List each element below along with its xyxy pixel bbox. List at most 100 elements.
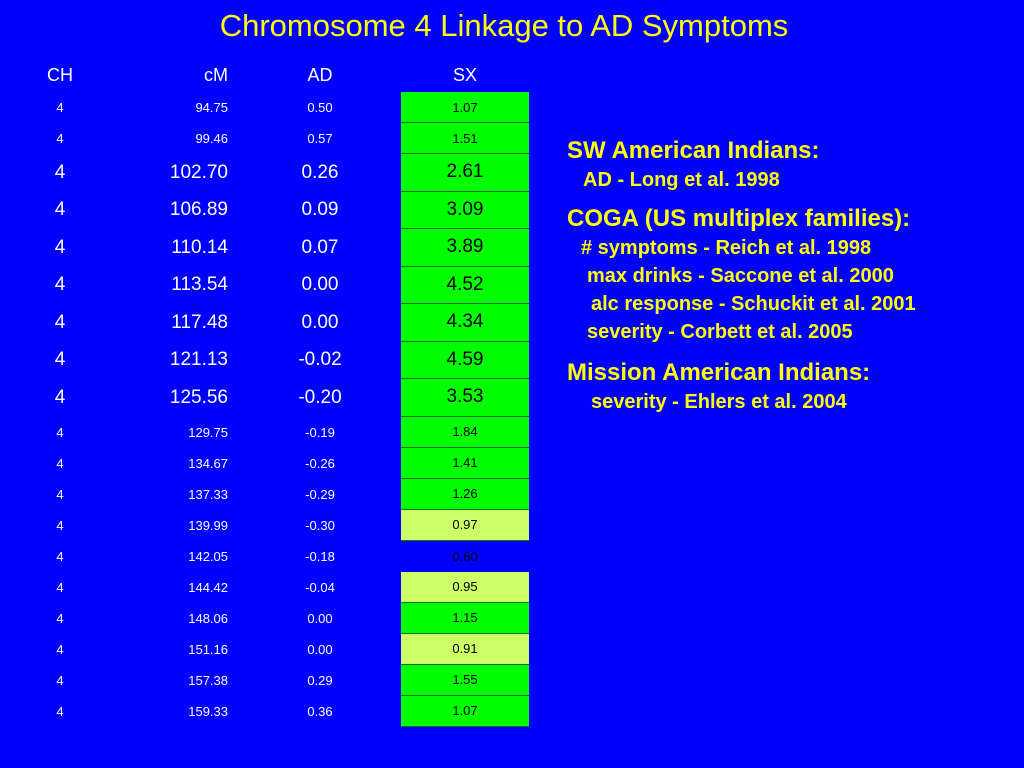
cell-cm: 110.14 (171, 236, 228, 258)
cell-cm: 117.48 (171, 311, 228, 333)
cell-cm: 137.33 (188, 486, 228, 502)
table-row: 4 151.16 0.00 0.91 (0, 633, 540, 665)
cell-cm: 102.70 (169, 161, 228, 183)
cell-ch: 4 (56, 641, 64, 657)
cell-ad: 0.57 (307, 131, 333, 146)
cell-ch: 4 (56, 424, 64, 440)
cell-cm: 125.56 (169, 386, 228, 408)
cell-ch: 4 (56, 131, 64, 146)
cell-cm: 106.89 (169, 199, 228, 221)
table-row: 4 113.54 0.00 4.52 (0, 266, 540, 304)
cell-sx: 4.34 (401, 304, 529, 342)
cell-sx: 0.91 (401, 633, 529, 665)
cell-ad: 0.29 (307, 672, 333, 688)
cell-ad: 0.09 (301, 199, 339, 221)
cell-cm: 134.67 (188, 455, 228, 471)
column-header-ad: AD (307, 65, 333, 85)
table-row: 4 157.38 0.29 1.55 (0, 664, 540, 696)
cell-ch: 4 (56, 548, 64, 564)
sw-study: AD - Long et al. 1998 (583, 169, 780, 191)
table-row: 4 134.67 -0.26 1.41 (0, 447, 540, 479)
cell-ad: -0.30 (305, 517, 335, 533)
table-row: 4 94.75 0.50 1.07 (0, 92, 540, 123)
study-notes: SW American Indians: AD - Long et al. 19… (567, 136, 1017, 416)
cell-sx: 3.53 (401, 379, 529, 417)
column-header-ch: CH (47, 65, 73, 85)
cell-ch: 4 (56, 610, 64, 626)
cell-cm: 129.75 (188, 424, 228, 440)
cell-ad: -0.29 (305, 486, 335, 502)
cell-ch: 4 (56, 672, 64, 688)
cell-sx: 1.26 (401, 478, 529, 510)
cell-ch: 4 (56, 703, 64, 719)
coga-heading: COGA (US multiplex families): (567, 205, 911, 232)
cell-ad: 0.00 (301, 274, 339, 296)
cell-ad: 0.26 (301, 161, 339, 183)
cell-ch: 4 (54, 311, 66, 333)
cell-sx: 3.89 (401, 229, 529, 267)
table-row: 4 148.06 0.00 1.15 (0, 602, 540, 634)
table-row: 4 139.99 -0.30 0.97 (0, 509, 540, 541)
cell-sx: 1.07 (401, 92, 529, 123)
coga-study-4: severity - Corbett et al. 2005 (587, 321, 853, 343)
cell-ad: 0.00 (307, 610, 333, 626)
table-row: 4 106.89 0.09 3.09 (0, 191, 540, 229)
cell-sx: 2.61 (401, 154, 529, 192)
cell-ad: 0.36 (307, 703, 333, 719)
cell-sx: 0.97 (401, 509, 529, 541)
cell-cm: 142.05 (188, 548, 228, 564)
cell-ch: 4 (54, 349, 66, 371)
cell-ch: 4 (56, 579, 64, 595)
table-row: 4 99.46 0.57 1.51 (0, 123, 540, 154)
cell-ch: 4 (54, 236, 66, 258)
cell-ad: -0.02 (298, 349, 342, 371)
cell-ch: 4 (56, 100, 64, 115)
cell-sx: 4.52 (401, 266, 529, 304)
table-row: 4 129.75 -0.19 1.84 (0, 416, 540, 448)
cell-ad: -0.19 (305, 424, 335, 440)
cell-sx: 1.41 (401, 447, 529, 479)
table-row: 4 110.14 0.07 3.89 (0, 229, 540, 267)
cell-cm: 139.99 (188, 517, 228, 533)
column-header-sx: SX (452, 65, 477, 85)
cell-cm: 159.33 (188, 703, 228, 719)
slide-title: Chromosome 4 Linkage to AD Symptoms (219, 8, 789, 43)
cell-sx: 1.15 (401, 602, 529, 634)
cell-ad: 0.00 (301, 311, 339, 333)
cell-cm: 157.38 (188, 672, 228, 688)
cell-sx: 4.59 (401, 341, 529, 379)
table-row: 4 137.33 -0.29 1.26 (0, 478, 540, 510)
cell-ad: 0.07 (301, 236, 339, 258)
coga-study-3: alc response - Schuckit et al. 2001 (591, 293, 916, 315)
cell-sx: 1.07 (401, 695, 529, 727)
cell-sx: 1.55 (401, 664, 529, 696)
cell-ch: 4 (56, 455, 64, 471)
cell-ad: -0.18 (305, 548, 335, 564)
cell-ad: -0.04 (305, 579, 335, 595)
coga-study-1: # symptoms - Reich et al. 1998 (581, 237, 872, 259)
table-row: 4 159.33 0.36 1.07 (0, 695, 540, 727)
table-row: 4 125.56 -0.20 3.53 (0, 379, 540, 417)
cell-cm: 94.75 (195, 100, 228, 115)
cell-cm: 113.54 (171, 274, 228, 296)
cell-ch: 4 (54, 386, 66, 408)
cell-sx: 1.51 (401, 123, 529, 154)
cell-ad: -0.20 (298, 386, 342, 408)
table-row: 4 102.70 0.26 2.61 (0, 154, 540, 192)
cell-ch: 4 (56, 517, 64, 533)
mission-heading: Mission American Indians: (567, 359, 871, 386)
cell-ch: 4 (54, 274, 66, 296)
cell-cm: 99.46 (195, 131, 228, 146)
cell-ad: -0.26 (305, 455, 335, 471)
cell-cm: 144.42 (188, 579, 228, 595)
table-row: 4 117.48 0.00 4.34 (0, 304, 540, 342)
cell-ch: 4 (56, 486, 64, 502)
sw-heading: SW American Indians: (567, 137, 820, 164)
cell-ad: 0.50 (307, 100, 333, 115)
cell-sx: 3.09 (401, 191, 529, 229)
cell-ch: 4 (54, 199, 66, 221)
table-row: 4 121.13 -0.02 4.59 (0, 341, 540, 379)
table-row: 4 142.05 -0.18 0.60 (0, 541, 540, 572)
cell-cm: 148.06 (188, 610, 228, 626)
